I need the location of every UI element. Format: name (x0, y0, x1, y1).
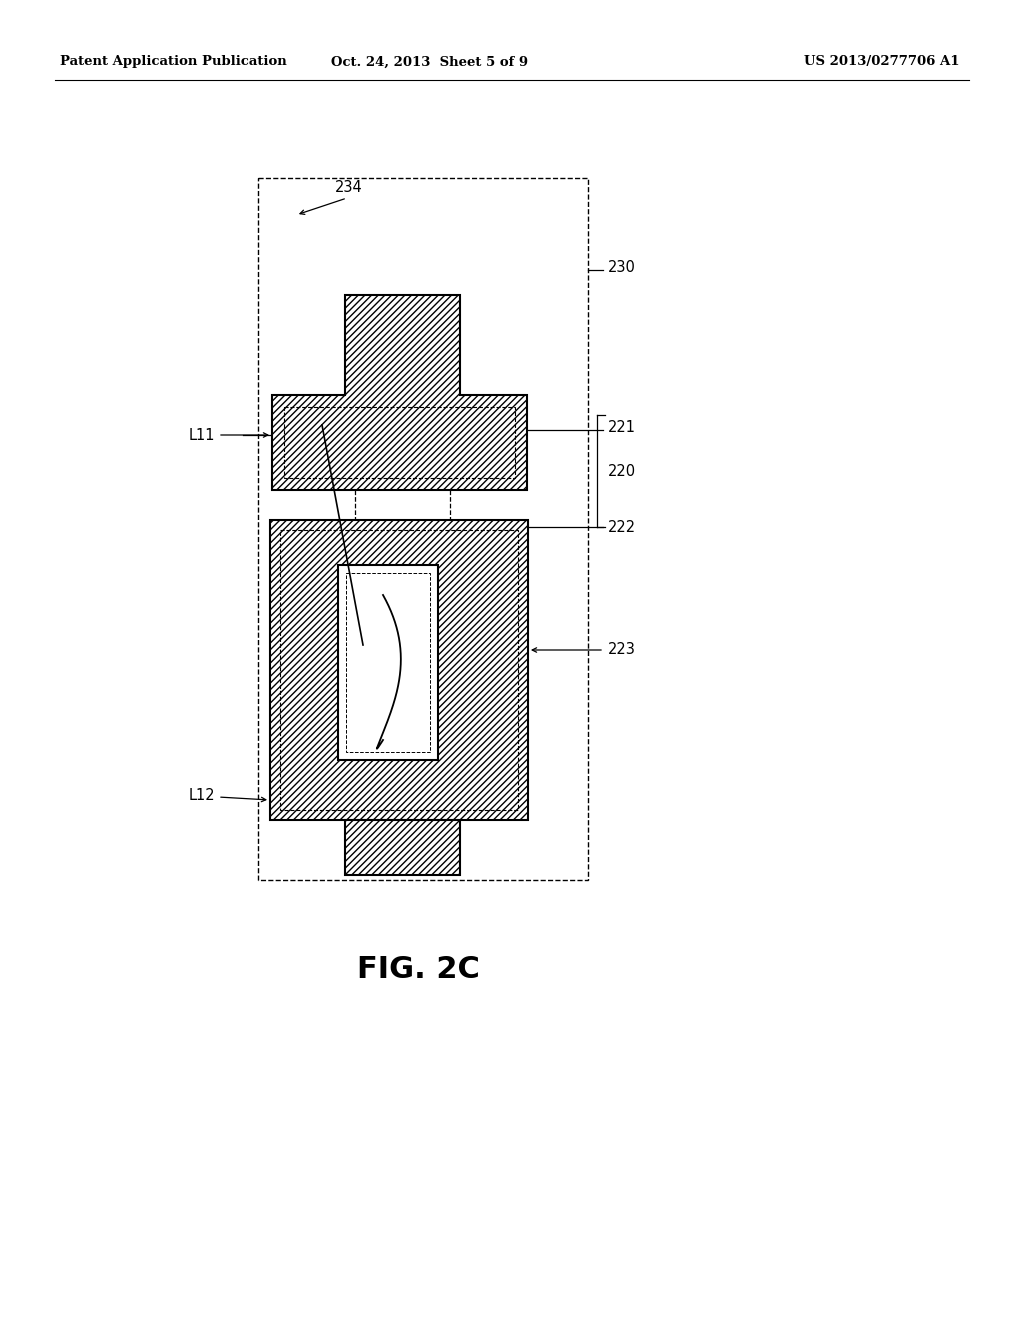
Text: 234: 234 (335, 181, 362, 195)
Bar (258, 178, 588, 880)
Text: 220: 220 (608, 463, 636, 479)
Text: L11: L11 (188, 428, 215, 442)
Polygon shape (345, 820, 460, 875)
Text: L12: L12 (188, 788, 215, 803)
Text: Oct. 24, 2013  Sheet 5 of 9: Oct. 24, 2013 Sheet 5 of 9 (332, 55, 528, 69)
Text: 223: 223 (608, 643, 636, 657)
Text: 222: 222 (608, 520, 636, 535)
Bar (284, 407, 515, 478)
Text: FIG. 2C: FIG. 2C (356, 956, 479, 985)
Bar (346, 573, 430, 752)
Bar (338, 565, 438, 760)
Text: 230: 230 (608, 260, 636, 276)
Bar (280, 531, 518, 810)
Text: 221: 221 (608, 421, 636, 436)
Bar (270, 520, 528, 820)
Text: Patent Application Publication: Patent Application Publication (60, 55, 287, 69)
Polygon shape (272, 294, 527, 490)
Text: US 2013/0277706 A1: US 2013/0277706 A1 (805, 55, 961, 69)
